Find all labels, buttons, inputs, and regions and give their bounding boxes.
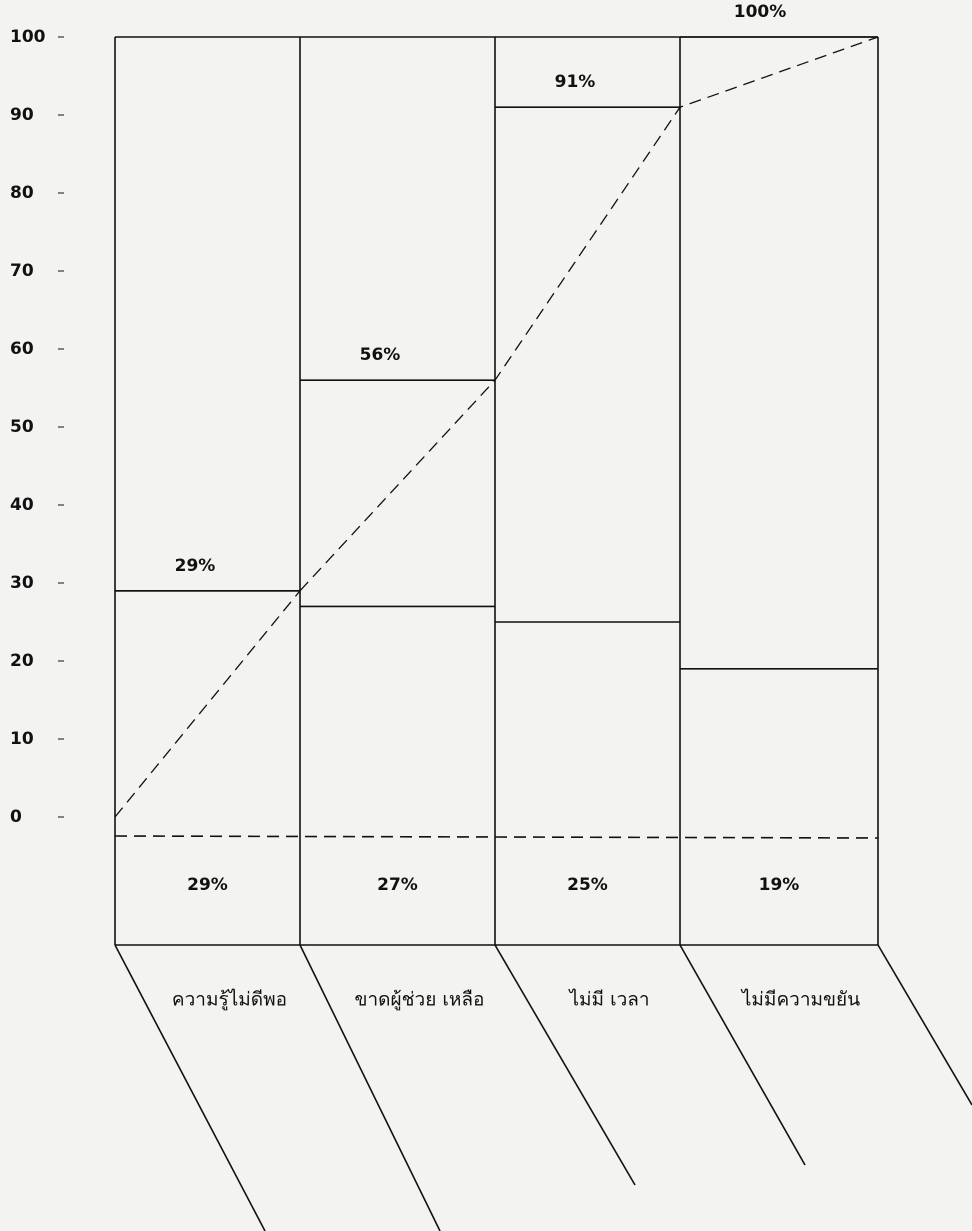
y-tick-label: 50 [10,417,34,437]
cumulative-label: 29% [175,556,216,576]
cumulative-label: 91% [555,72,596,92]
cumulative-label: 100% [734,2,787,22]
y-tick-label: 70 [10,261,34,281]
label-divider [877,944,972,1106]
cumulative-line [299,36,879,592]
y-tick-label: 30 [10,573,34,593]
y-tick-label: 0 [10,807,22,827]
label-divider [494,944,636,1186]
y-tick-label: 20 [10,651,34,671]
value-label: 19% [759,875,800,895]
cumulative-start [114,590,301,818]
value-label: 25% [567,875,608,895]
x-tick-label: ไม่มี เวลา [567,989,649,1011]
label-divider [299,944,441,1231]
y-tick-label: 100 [10,27,46,47]
y-tick-label: 90 [10,105,34,125]
y-tick-label: 80 [10,183,34,203]
x-tick-label: ขาดผู้ช่วย เหลือ [355,989,485,1011]
cumulative-label: 56% [360,345,401,365]
x-tick-label: ความรู้ไม่ดีพอ [172,989,287,1011]
zero-dashed-line [114,835,879,839]
y-tick-label: 60 [10,339,34,359]
value-label: 29% [187,875,228,895]
y-tick-label: 40 [10,495,34,515]
label-divider [679,944,806,1166]
x-tick-label: ไม่มีความขยัน [740,989,860,1011]
label-divider [114,944,266,1231]
y-tick-label: 10 [10,729,34,749]
value-label: 27% [377,875,418,895]
